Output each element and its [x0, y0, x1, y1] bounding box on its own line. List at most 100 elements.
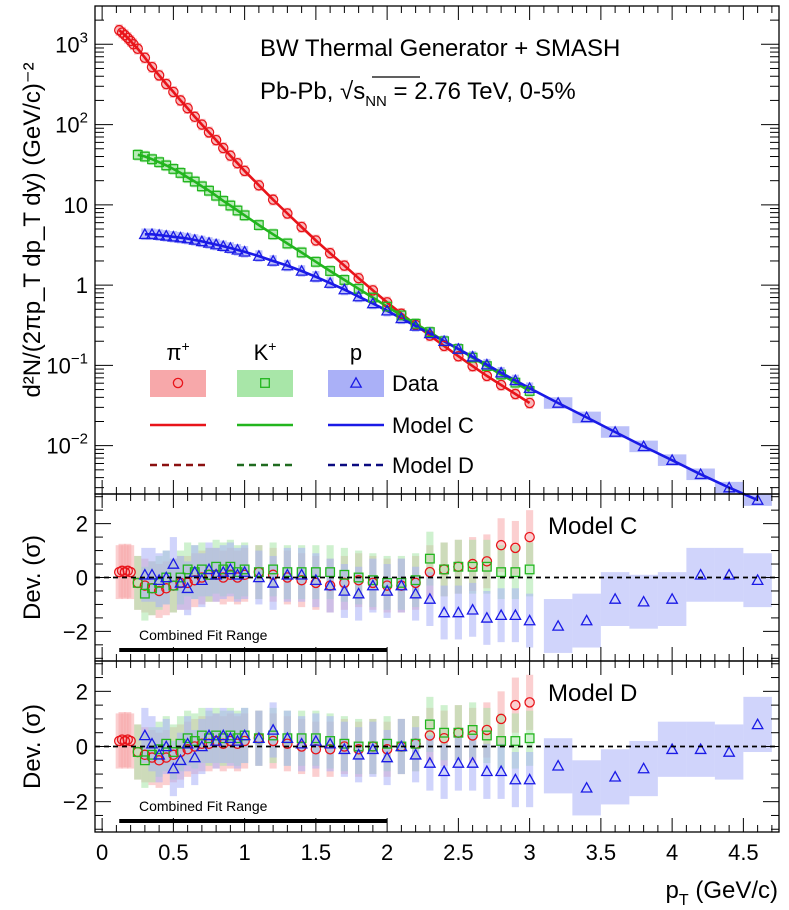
model-c-y-tick-label: 0 — [76, 566, 88, 591]
point-k-26 — [396, 310, 407, 321]
model-c-band-p-10 — [212, 547, 220, 602]
model-d-point-p-40 — [694, 742, 707, 755]
model-c-point-k-27 — [410, 575, 421, 586]
model-c-point-p-30 — [466, 603, 479, 615]
model-d-band-k-29 — [440, 705, 448, 761]
model-d-band-p-2 — [155, 727, 163, 783]
point-k-3 — [154, 157, 165, 168]
model-c-band-p-37 — [600, 572, 630, 626]
model-d-band-p-30 — [469, 735, 477, 791]
x-tick-label: 2.5 — [443, 840, 474, 865]
point-p-25 — [395, 311, 408, 324]
model-d-point-p-9 — [202, 728, 216, 741]
model-d-band-p-26 — [412, 727, 420, 783]
model-d-band-p-21 — [340, 721, 348, 777]
model-c-band-p-34 — [526, 593, 534, 648]
model-c-point-k-1 — [139, 588, 150, 599]
model-c-band-p-5 — [176, 555, 185, 610]
point-pi-17 — [210, 134, 222, 146]
point-k-25 — [382, 301, 393, 312]
model-c-point-p-41 — [722, 568, 736, 580]
model-c-point-k-0 — [132, 577, 143, 588]
model-c-point-k-24 — [367, 575, 378, 586]
model-d-band-p-23 — [369, 721, 377, 777]
model-c-point-k-34 — [510, 567, 521, 578]
title-subscript: NN — [365, 93, 387, 110]
model-d-point-pi-40 — [524, 697, 535, 708]
model-d-band-p-29 — [454, 735, 462, 791]
model-d-point-pi-12 — [182, 744, 193, 755]
point-p-22 — [352, 290, 365, 302]
model-c-point-p-31 — [480, 611, 494, 623]
model-c-point-k-5 — [168, 580, 179, 591]
model-c-point-p-25 — [395, 579, 408, 591]
model-c-point-p-0 — [138, 568, 152, 580]
model-c-band-p-19 — [312, 553, 320, 608]
model-d-point-p-10 — [209, 734, 223, 746]
model-d-band-p-17 — [283, 710, 291, 766]
point-p-31 — [480, 358, 494, 370]
point-k-10 — [204, 185, 214, 196]
legend-data-box-k — [237, 370, 293, 397]
model-d-band-pi-4 — [127, 713, 135, 769]
band-k-0 — [134, 149, 142, 161]
annotations: 0 0.5 1 1.5 2 2.5 3 3.5 4 4.510−210−1110102103−20… — [19, 29, 778, 909]
model-d-band-p-20 — [326, 716, 334, 772]
legend-marker-pi — [172, 377, 184, 389]
point-p-35 — [551, 396, 565, 408]
model-c-band-pi-40 — [526, 510, 534, 565]
model-d-band-p-38 — [629, 740, 658, 797]
point-p-2 — [152, 228, 166, 240]
point-p-16 — [266, 254, 280, 266]
model-c-band-p-0 — [141, 547, 149, 602]
model-d-point-pi-23 — [282, 738, 293, 749]
point-pi-22 — [253, 180, 265, 191]
model-d-point-pi-39 — [510, 699, 521, 711]
y-tick-base: 1 — [76, 273, 88, 298]
model-c-band-p-30 — [469, 582, 477, 637]
model-d-point-p-4 — [167, 762, 180, 774]
model-d-point-pi-4 — [125, 735, 136, 747]
model-d-band-p-14 — [241, 707, 249, 764]
model-d-point-pi-30 — [381, 744, 393, 755]
model-c-band-p-32 — [497, 588, 505, 643]
model-d-point-pi-9 — [160, 752, 172, 763]
model-d-point-p-21 — [338, 742, 351, 755]
model-d-band-p-41 — [714, 724, 744, 780]
model-d-band-p-18 — [298, 716, 306, 772]
model-c-band-p-26 — [412, 566, 420, 621]
model-d-point-p-30 — [466, 756, 479, 768]
model-d-point-k-29 — [439, 727, 450, 738]
point-pi-25 — [296, 221, 307, 233]
model-d-point-k-22 — [339, 738, 350, 749]
model-c-band-p-17 — [283, 547, 291, 602]
model-c-point-p-4 — [167, 557, 180, 569]
model-c-band-k-35 — [526, 542, 534, 597]
x-tick-label: 2 — [381, 840, 393, 865]
point-pi-39 — [495, 379, 507, 391]
point-p-23 — [366, 296, 380, 309]
point-pi-38 — [481, 370, 493, 382]
model-c-y-tick-label: 2 — [76, 512, 88, 537]
legend-header-k: K+ — [254, 338, 277, 365]
model-d-fit-range-bar — [119, 819, 388, 823]
point-pi-20 — [232, 157, 243, 169]
model-d-band-p-7 — [191, 729, 199, 786]
model-c-point-p-18 — [295, 568, 308, 580]
point-p-36 — [580, 410, 593, 423]
model-c-point-k-28 — [424, 553, 435, 564]
model-d-point-k-17 — [268, 730, 279, 741]
point-p-9 — [202, 236, 216, 248]
model-d-point-k-1 — [139, 755, 150, 766]
point-p-10 — [209, 238, 223, 250]
model-d-point-k-21 — [325, 736, 336, 746]
model-d-point-p-15 — [252, 731, 266, 744]
model-d-y-tick-label: −2 — [63, 790, 88, 815]
point-k-0 — [132, 149, 143, 160]
point-p-37 — [608, 425, 622, 437]
model-d-point-p-36 — [580, 781, 593, 793]
model-d-point-k-0 — [132, 747, 143, 757]
legend-marker-k — [260, 378, 270, 388]
model-d-point-p-11 — [216, 728, 230, 741]
model-d-point-p-22 — [352, 748, 365, 760]
